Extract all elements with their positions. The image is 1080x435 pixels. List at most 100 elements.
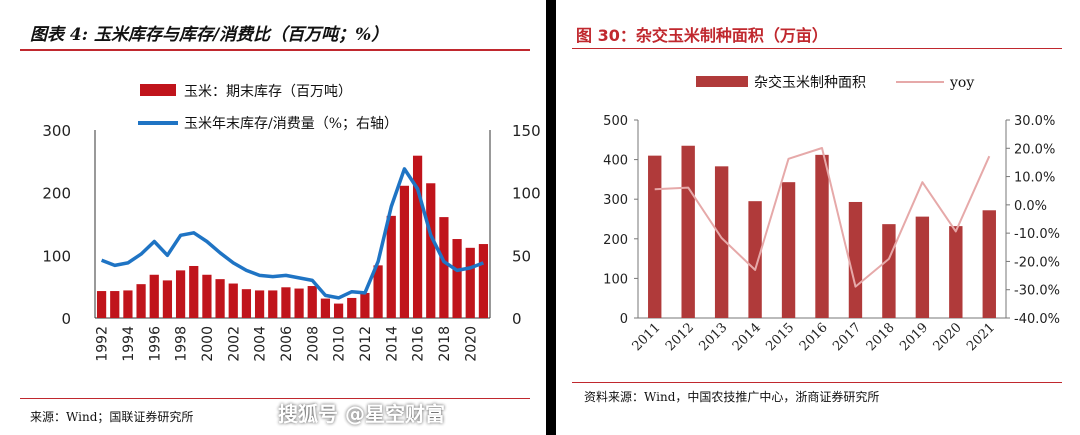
y-tick-label-right: 20.0% [1014,142,1055,157]
x-tick-label: 2016 [797,320,831,354]
x-tick-label: 2012 [358,326,374,362]
x-tick-label: 2016 [411,326,427,362]
bar-seed-area [748,201,762,318]
left-chart-source: 来源：Wind；国联证券研究所 [30,410,194,424]
y-tick-label-left: 300 [42,122,71,140]
y-tick-label-right: -20.0% [1014,255,1060,270]
bar-stock [162,280,173,318]
bar-seed-area [848,201,863,318]
y-tick-label-left: 300 [603,193,628,208]
bar-stock [189,265,199,318]
bar-stock [478,244,489,318]
x-tick-label: 2013 [696,320,730,354]
bar-seed-area [648,155,662,318]
x-tick-label: 2006 [279,326,295,362]
legend-label-bar: 玉米：期末库存（百万吨） [184,84,352,100]
y-tick-label-right: 0.0% [1014,199,1047,214]
right-chart-svg: 0 100 200 300 400 500 30.0% 20.0% 10.0% 0.0% -10.0… [603,74,1060,354]
x-tick-label: 2010 [332,326,348,362]
x-tick-label: 2004 [253,326,269,362]
x-tick-label: 2019 [897,320,931,354]
bar-seed-area [982,210,996,318]
y-tick-label-right: 30.0% [1014,114,1055,129]
y-tick-label-left: 200 [42,185,71,203]
left-chart-title: 图表 4: 玉米库存与库存/消费比（百万吨；%） [30,25,389,45]
x-tick-label: 1998 [174,326,190,362]
bar-stock [307,286,317,318]
y-tick-label-left: 100 [42,247,71,265]
line-stock-to-use-ratio [100,167,485,300]
x-tick-label: 2021 [964,320,998,354]
bar-stock [202,274,212,318]
bar-stock [175,270,186,318]
x-tick-label: 2015 [763,320,797,354]
legend-label-line: 玉米年末库存/消费量（%；右轴） [184,116,398,132]
x-tick-label: 2020 [463,326,479,362]
bar-stock [373,265,383,318]
bar-stock [228,283,238,318]
legend-swatch-bar [140,84,176,96]
bar-stock [294,288,304,318]
bar-seed-area [882,224,896,318]
right-chart-source: 资料来源：Wind，中国农技推广中心，浙商证券研究所 [584,390,880,404]
x-tick-label: 1996 [147,326,163,362]
bar-stock [136,284,146,318]
left-source-rule [20,398,530,399]
y-tick-label-left: 100 [603,272,628,287]
bar-stock [412,155,423,318]
bar-stock [123,290,133,318]
right-source-rule [572,382,1062,383]
bar-stock [254,290,265,318]
bar-stock [215,279,225,318]
y-tick-label-right: -40.0% [1014,312,1060,327]
y-tick-label-right: -30.0% [1014,284,1060,299]
y-tick-label-right: -10.0% [1014,227,1060,242]
y-tick-label-left: 0 [620,312,628,327]
x-tick-label: 2000 [200,326,216,362]
legend-label-line: yoy [949,75,974,91]
bar-stock [110,291,120,318]
y-tick-label-right: 0 [512,310,522,328]
right-title-rule [572,48,1062,49]
bar-stock [452,239,462,318]
right-chart-title: 图 30：杂交玉米制种面积（万亩） [576,26,828,45]
x-tick-label: 2012 [663,320,697,354]
bar-stock [465,247,475,318]
bar-stock [149,274,159,318]
bar-seed-area [714,166,729,318]
x-tick-label: 2014 [384,326,400,362]
bar-stock [333,303,344,318]
bar-stock [241,289,252,318]
bar-seed-area [949,226,963,318]
bar-stock [96,291,107,318]
bar-stock [360,292,370,318]
y-tick-label-left: 400 [603,154,628,169]
bar-seed-area [681,145,695,318]
bar-stock [426,183,436,318]
bar-stock [439,217,449,318]
left-chart-svg: 0 100 200 300 0 50 100 150 1992 1994 1996 1998 2000 2… [42,84,541,362]
y-tick-label-left: 500 [603,114,628,129]
y-tick-label-right: 100 [512,185,541,203]
y-tick-label-left: 0 [61,310,71,328]
x-tick-label: 2017 [830,320,864,354]
x-tick-label: 1994 [121,326,137,362]
x-tick-label: 2014 [730,320,764,354]
x-tick-label: 2018 [437,326,453,362]
y-tick-label-right: 50 [512,247,531,265]
x-tick-label: 2018 [864,320,898,354]
bar-stock [386,215,396,318]
bar-stock [347,297,357,318]
watermark-text: 搜狐号 @星空财富 [278,402,445,426]
line-yoy [654,147,991,288]
legend-label-bar: 杂交玉米制种面积 [754,74,866,91]
bar-stock [399,185,410,318]
bar-stock [268,290,278,318]
right-chart-panel: 图 30：杂交玉米制种面积（万亩） 0 100 200 300 400 500 30.0% 2… [556,0,1080,435]
bar-stock [281,287,291,318]
y-tick-label-right: 10.0% [1014,171,1055,186]
bar-seed-area [915,216,930,318]
x-tick-label: 2008 [305,326,321,362]
x-tick-label: 2020 [931,320,965,354]
bar-seed-area [781,182,796,318]
